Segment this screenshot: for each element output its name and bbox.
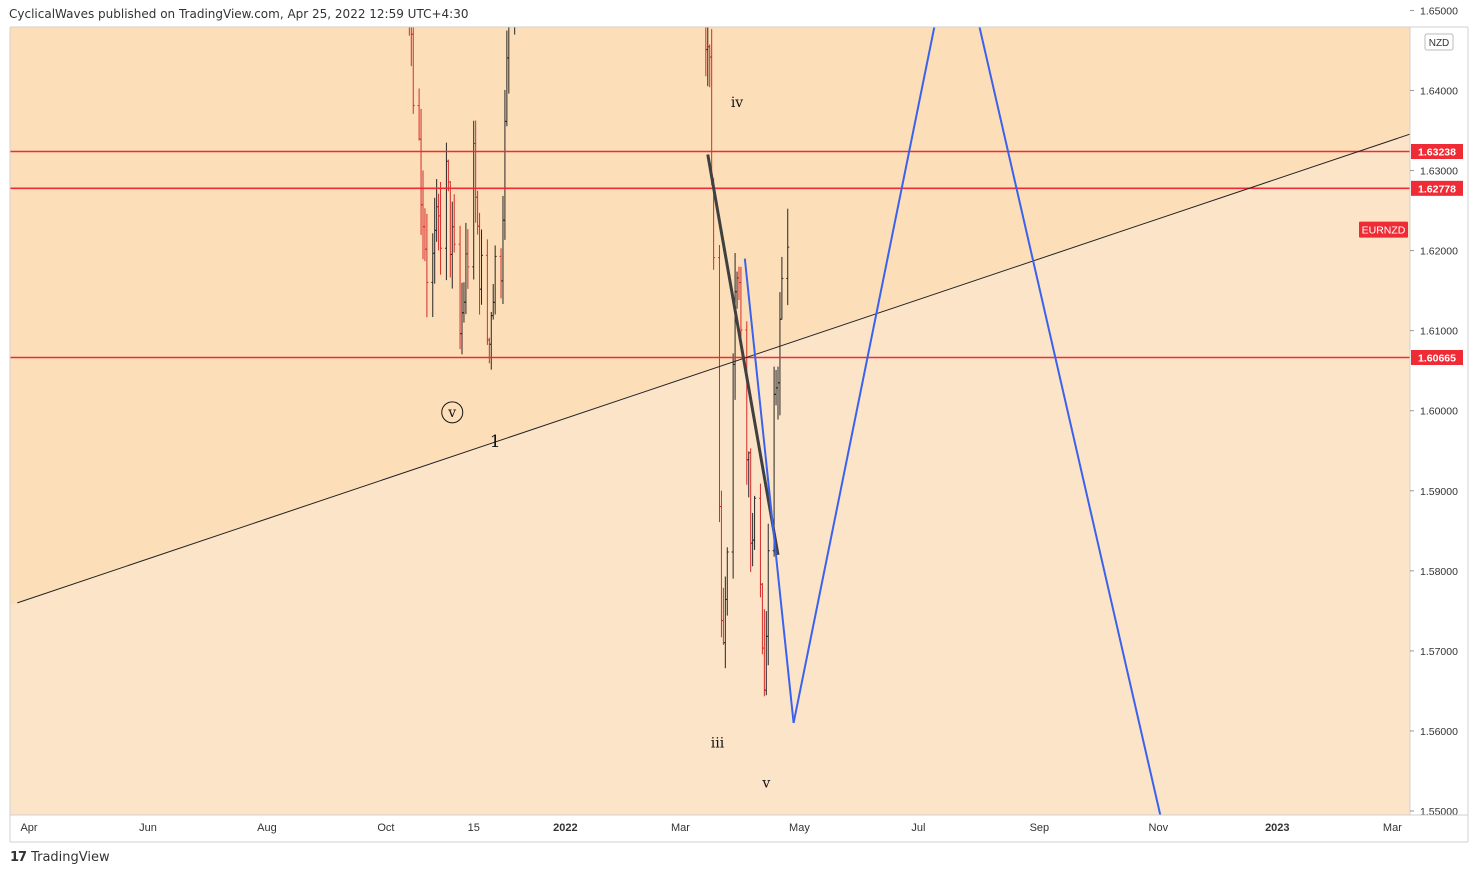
symbol-tag: EURNZD: [1359, 221, 1408, 238]
price-bar: [507, 27, 510, 94]
wave-label: iv: [731, 95, 743, 111]
chart-background: [10, 27, 1410, 815]
price-tick-label: 1.63000: [1420, 166, 1458, 178]
price-tick-label: 1.56000: [1420, 726, 1458, 738]
long-trendline: [17, 133, 1410, 604]
wave-label: v: [761, 775, 770, 791]
price-bar: [425, 213, 429, 318]
time-tick-label: Jun: [139, 822, 157, 834]
price-bar: [739, 266, 743, 338]
svg-text:EURNZD: EURNZD: [1362, 225, 1406, 237]
price-tick-label: 1.59000: [1420, 486, 1458, 498]
level-price-tag: 1.60665: [1411, 349, 1463, 365]
time-tick-label: 2022: [553, 822, 577, 834]
upper-zone: [10, 27, 1410, 606]
level-price-tag: 1.62778: [1411, 180, 1463, 196]
brand-name: TradingView: [31, 850, 110, 865]
price-bar: [452, 194, 456, 253]
price-bar: [766, 523, 770, 666]
tradingview-footer: 17 TradingView: [10, 850, 110, 865]
price-bar: [725, 547, 729, 616]
wave-circle: [441, 401, 464, 424]
price-tick-label: 1.58000: [1420, 566, 1458, 578]
price-tick-label: 1.61000: [1420, 326, 1458, 338]
time-tick-label: Mar: [671, 822, 690, 834]
price-tick-label: 1.65000: [1420, 5, 1458, 17]
time-axis: [10, 815, 1468, 842]
price-bar: [439, 182, 443, 275]
tradingview-logo-icon: 17: [10, 850, 27, 865]
time-tick-label: Mar: [1383, 822, 1402, 834]
time-tick-label: Apr: [20, 822, 37, 834]
time-tick-label: 15: [468, 822, 480, 834]
price-tick-label: 1.57000: [1420, 646, 1458, 658]
price-bar: [466, 229, 470, 289]
price-tick-label: 1.62000: [1420, 246, 1458, 258]
svg-text:NZD: NZD: [1429, 38, 1450, 49]
wedge-line: [706, 154, 780, 556]
projection-path: [743, 27, 1162, 815]
price-bar: [753, 495, 757, 550]
price-bar: [493, 245, 497, 315]
price-bar: [406, 0, 409, 21]
svg-text:1.60665: 1.60665: [1418, 352, 1456, 364]
price-bar: [780, 256, 784, 320]
price-tick-label: 1.64000: [1420, 86, 1458, 98]
price-bar: [411, 27, 415, 114]
price-bar: [786, 208, 790, 306]
wave-label: iii: [711, 735, 725, 751]
level-price-tag: 1.63238: [1411, 144, 1463, 160]
currency-badge: NZD: [1424, 33, 1454, 51]
time-tick-label: Oct: [377, 822, 394, 834]
price-bar: [480, 229, 484, 305]
wave-label: v: [447, 405, 456, 421]
wave-labels: 2iiiivv1iviiiv: [441, 95, 770, 791]
time-tick-label: Jul: [911, 822, 925, 834]
time-tick-label: May: [789, 822, 810, 834]
drawing-lines: [10, 27, 1410, 815]
wave-label: 1: [490, 432, 501, 452]
svg-text:1.62778: 1.62778: [1418, 183, 1456, 195]
axes: 1.550001.560001.570001.580001.590001.600…: [9, 5, 1469, 843]
time-tick-label: Nov: [1149, 822, 1169, 834]
price-tick-label: 1.60000: [1420, 406, 1458, 418]
time-tick-label: 2023: [1265, 822, 1289, 834]
time-tick-label: Aug: [257, 822, 277, 834]
time-tick-label: Sep: [1030, 822, 1050, 834]
svg-text:1.63238: 1.63238: [1418, 147, 1456, 159]
publish-info: CyclicalWaves published on TradingView.c…: [9, 7, 469, 21]
